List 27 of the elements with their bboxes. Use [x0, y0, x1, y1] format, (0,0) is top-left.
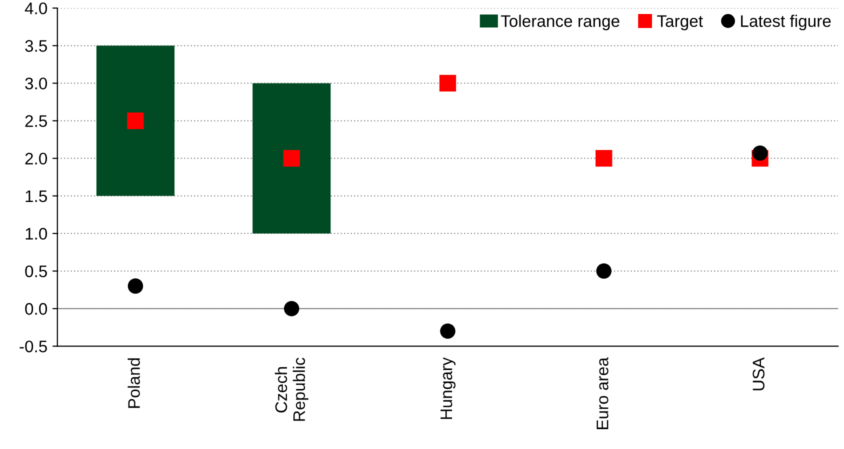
x-tick-label: USA — [752, 357, 764, 390]
y-tick-label: -0.5 — [20, 340, 47, 352]
y-tick-label: 3.0 — [25, 78, 48, 90]
y-tick-label: 2.5 — [25, 115, 47, 127]
y-tick-label: 4.0 — [24, 2, 48, 14]
legend-label: Target — [657, 15, 703, 30]
x-tick-label: Hungary — [440, 357, 456, 419]
y-tick-label: 0.5 — [25, 265, 47, 278]
legend-label: Latest figure — [741, 14, 831, 30]
y-tick-label: 1.5 — [26, 190, 47, 202]
legend-label: Tolerance range — [500, 14, 620, 30]
point — [752, 145, 768, 161]
y-tick-label: 1.0 — [26, 228, 48, 240]
point — [128, 278, 144, 294]
y-tick-label: 3.5 — [25, 40, 47, 52]
y-tick-label: 0.0 — [25, 303, 48, 315]
x-tick-label: Poland — [128, 358, 140, 408]
point — [284, 300, 300, 316]
point — [440, 324, 456, 339]
point — [596, 263, 612, 279]
y-tick-label: 2.0 — [25, 152, 48, 165]
x-tick-label: Czech Republic — [274, 358, 308, 421]
point — [439, 74, 456, 92]
point — [283, 150, 300, 167]
x-tick-label: Euro area — [596, 357, 608, 430]
point — [596, 150, 612, 167]
point — [127, 112, 144, 130]
